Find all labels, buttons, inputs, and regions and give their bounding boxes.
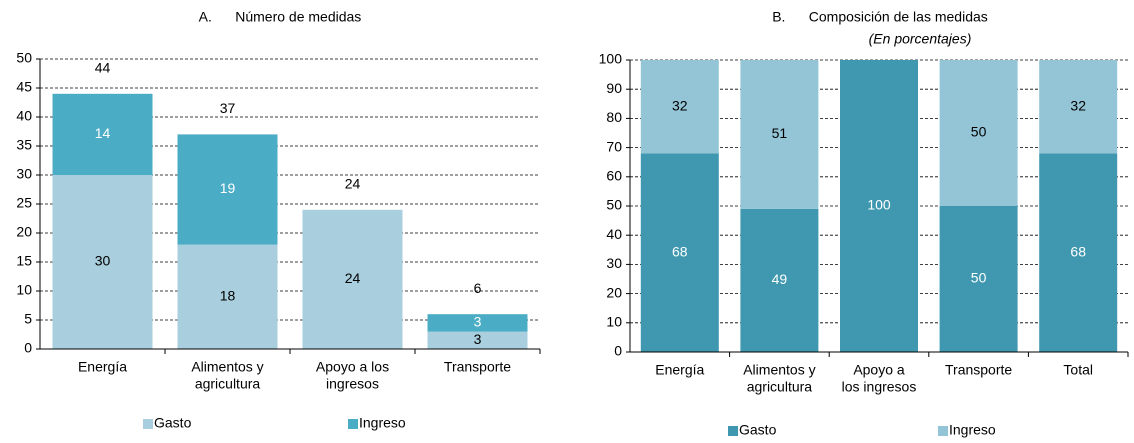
y-tick-label: 10 [16,282,32,298]
chart-title: B. Composición de las medidas [772,9,988,25]
bar-segment [427,314,528,332]
y-tick-label: 35 [16,137,32,153]
total-label: 37 [220,100,236,116]
bar-segment [640,153,719,352]
data-label: 49 [772,271,788,287]
total-label: 44 [95,60,111,76]
bar-segment [302,209,403,349]
legend-swatch [728,426,738,436]
y-tick-label: 20 [606,284,622,300]
data-label: 50 [971,270,987,286]
legend-label: Gasto [154,415,192,431]
bar-segment [177,244,278,349]
x-tick-label: Apoyo a [853,362,905,378]
x-tick-label: Energía [655,362,704,378]
y-tick-label: 40 [606,226,622,242]
data-label: 68 [672,243,688,259]
bar-segment [427,331,528,349]
y-tick-label: 10 [606,314,622,330]
x-tick-label: ingresos [326,376,379,392]
total-label: 24 [345,176,361,192]
data-label: 18 [220,288,236,304]
bar-segment [939,60,1018,206]
legend-label: Ingreso [359,415,406,431]
data-label: 32 [672,97,688,113]
y-tick-label: 0 [614,343,622,359]
x-tick-label: los ingresos [842,379,917,395]
legend-swatch [143,419,153,429]
bar-segment [740,60,819,209]
y-tick-label: 25 [16,195,32,211]
y-tick-label: 5 [24,311,32,327]
y-tick-label: 30 [16,166,32,182]
bar-segment [840,60,918,352]
y-tick-label: 70 [606,138,622,154]
legend-label: Gasto [739,422,777,438]
y-tick-label: 90 [606,80,622,96]
bar-segment [939,206,1018,352]
x-tick-label: agricultura [747,379,813,395]
y-tick-label: 50 [606,197,622,213]
data-label: 14 [95,125,111,141]
data-label: 100 [867,197,891,213]
y-tick-label: 50 [16,50,32,66]
data-label: 24 [345,270,361,286]
data-label: 19 [220,180,236,196]
x-tick-label: agricultura [195,376,261,392]
y-tick-label: 45 [16,79,32,95]
x-tick-label: Alimentos y [743,362,815,378]
x-tick-label: Alimentos y [191,359,263,375]
y-tick-label: 60 [606,168,622,184]
y-tick-label: 15 [16,253,32,269]
bar-segment [1039,153,1118,352]
y-tick-label: 20 [16,224,32,240]
data-label: 3 [474,331,482,347]
chart-title: A. Número de medidas [199,9,362,25]
legend-label: Ingreso [949,422,996,438]
data-label: 50 [971,124,987,140]
x-tick-label: Energía [78,359,127,375]
bar-segment [52,93,153,175]
legend-swatch [348,419,358,429]
bar-segment [1039,60,1118,154]
data-label: 3 [474,314,482,330]
x-tick-label: Total [1063,362,1093,378]
y-tick-label: 100 [599,51,623,67]
bar-segment [740,208,819,352]
x-tick-label: Transporte [444,359,511,375]
y-tick-label: 80 [606,109,622,125]
total-label: 6 [474,280,482,296]
y-tick-label: 40 [16,108,32,124]
data-label: 51 [772,125,788,141]
x-tick-label: Apoyo a los [316,359,389,375]
y-tick-label: 30 [606,255,622,271]
bar-segment [640,60,719,154]
y-tick-label: 0 [24,340,32,356]
data-label: 68 [1070,243,1086,259]
data-label: 32 [1070,97,1086,113]
chart-subtitle: (En porcentajes) [869,31,972,47]
legend-swatch [938,426,948,436]
x-tick-label: Transporte [945,362,1012,378]
data-label: 30 [95,253,111,269]
bar-segment [52,175,153,349]
bar-segment [177,134,278,245]
